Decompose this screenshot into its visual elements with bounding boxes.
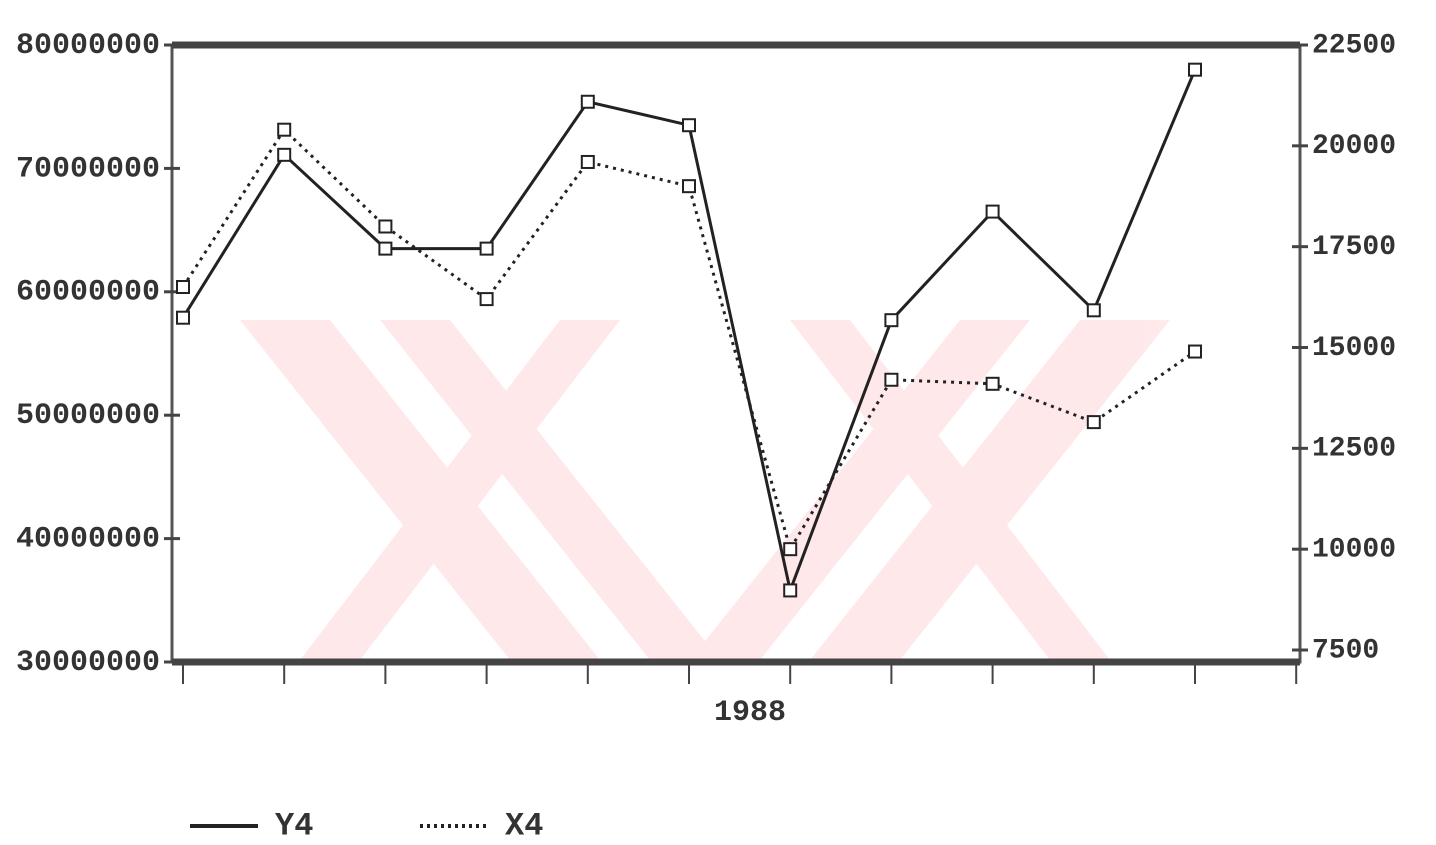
- point-marker: [1188, 344, 1202, 359]
- point-marker: [176, 310, 190, 325]
- y2-tick-label: 17500: [1312, 232, 1396, 263]
- point-marker: [378, 219, 393, 234]
- point-marker: [1188, 62, 1202, 77]
- point-marker: [682, 179, 696, 194]
- point-marker: [277, 122, 292, 137]
- point-marker: [479, 292, 494, 307]
- y-tick-label: 60000000: [16, 276, 160, 310]
- point-marker: [580, 154, 595, 169]
- y2-tick-label: 7500: [1312, 635, 1379, 666]
- line: [181, 127, 1196, 553]
- y2-tick-label: 15000: [1312, 333, 1396, 364]
- point-marker: [1086, 303, 1101, 318]
- point-marker: [783, 542, 798, 557]
- y-tick-label: 80000000: [16, 29, 160, 63]
- legend-label: Y4: [275, 807, 313, 844]
- y2-tick-label: 10000: [1312, 535, 1396, 566]
- point-marker: [985, 376, 1000, 391]
- y2-tick-label: 12500: [1312, 434, 1396, 465]
- y2-tick-label: 22500: [1312, 30, 1396, 61]
- point-marker: [277, 147, 292, 162]
- y-tick-label: 40000000: [16, 523, 160, 557]
- y-tick-label: 30000000: [16, 646, 160, 680]
- x-axis-label: 1988: [714, 696, 786, 730]
- point-marker: [1086, 415, 1101, 430]
- point-marker: [378, 241, 393, 256]
- point-marker: [985, 204, 1000, 219]
- point-marker: [682, 118, 696, 133]
- point-marker: [580, 94, 595, 109]
- point-marker: [176, 280, 190, 294]
- watermark: [240, 320, 1170, 660]
- point-marker: [783, 583, 798, 598]
- point-marker: [884, 372, 899, 387]
- point-marker: [884, 313, 899, 328]
- point-marker: [479, 241, 494, 256]
- y-tick-label: 50000000: [16, 399, 160, 433]
- legend-label: X4: [505, 807, 543, 844]
- y-tick-label: 70000000: [16, 152, 160, 186]
- y2-tick-label: 20000: [1312, 131, 1396, 162]
